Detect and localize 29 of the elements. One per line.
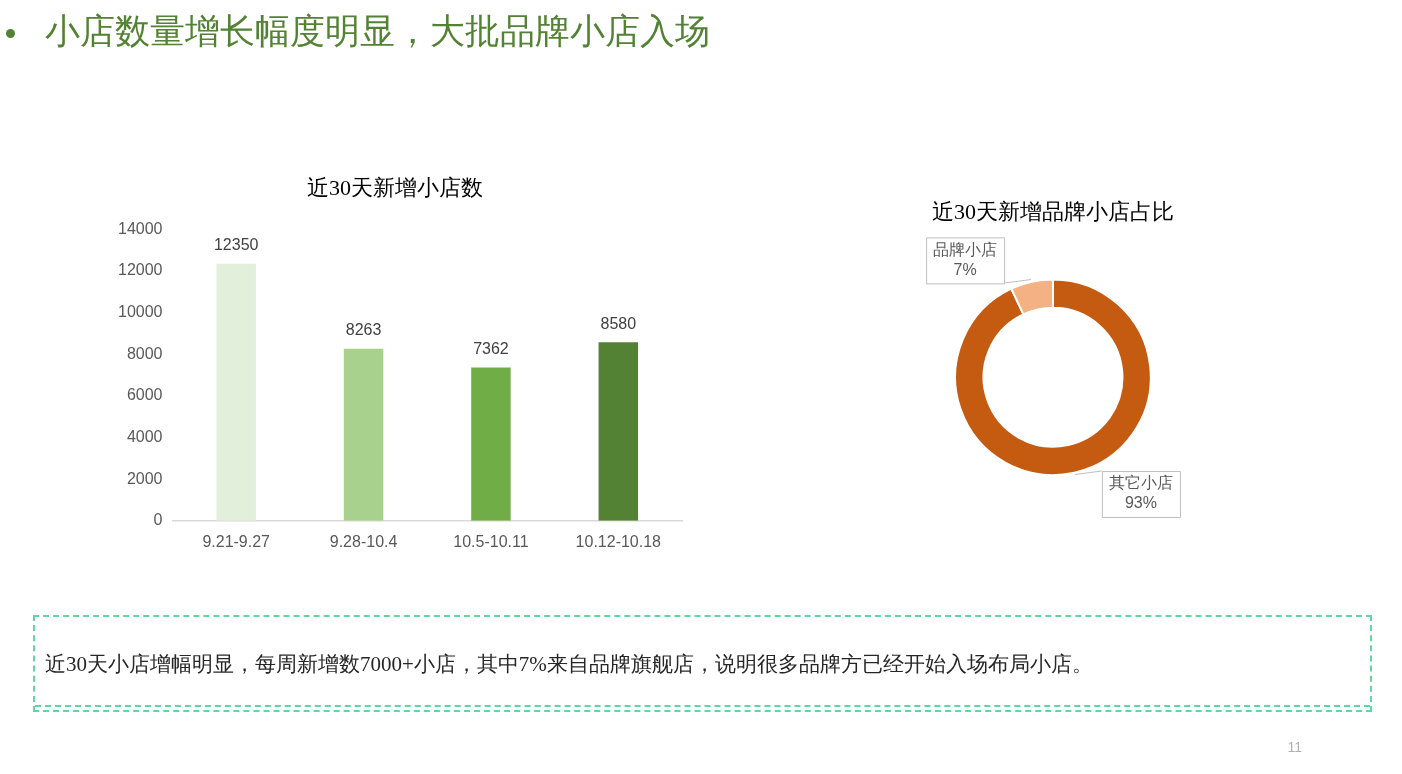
- y-tick-label: 14000: [117, 219, 163, 237]
- x-tick-label: 10.5-10.11: [453, 532, 529, 550]
- y-tick-label: 0: [153, 511, 163, 529]
- x-tick-label: 10.12-10.18: [575, 532, 662, 550]
- data-label: 8580: [600, 314, 637, 332]
- y-tick-label: 8000: [126, 344, 163, 362]
- x-tick-label: 9.28-10.4: [329, 532, 398, 550]
- data-label: 7%: [953, 260, 977, 278]
- data-label: 12350: [213, 236, 259, 254]
- bar: [216, 263, 256, 521]
- slice-label: 品牌小店: [933, 240, 998, 258]
- text: 小店数量增长幅度明显，大批品牌小店入场: [45, 12, 710, 52]
- chart-title: 近30天新增小店数: [307, 174, 483, 200]
- bar: [598, 342, 639, 521]
- x-tick-label: 9.21-9.27: [202, 532, 271, 550]
- bar: [471, 367, 511, 521]
- text: 近30天小店增幅明显，每周新增数7000+小店，其中7%来自品牌旗舰店，说明很多品牌方已经开始入场布局小店。: [45, 651, 1093, 678]
- data-label: 8263: [345, 321, 382, 339]
- data-label: 7362: [473, 339, 509, 357]
- text: 11: [1287, 738, 1302, 756]
- y-tick-label: 4000: [126, 427, 163, 445]
- y-tick-label: 12000: [117, 261, 163, 279]
- y-tick-label: 2000: [126, 469, 163, 487]
- y-tick-label: 6000: [126, 386, 163, 404]
- data-label: 93%: [1124, 494, 1157, 512]
- bar: [343, 348, 384, 521]
- chart-title: 近30天新增品牌小店占比: [932, 198, 1174, 224]
- slice-label: 其它小店: [1108, 474, 1173, 492]
- y-tick-label: 10000: [117, 303, 163, 321]
